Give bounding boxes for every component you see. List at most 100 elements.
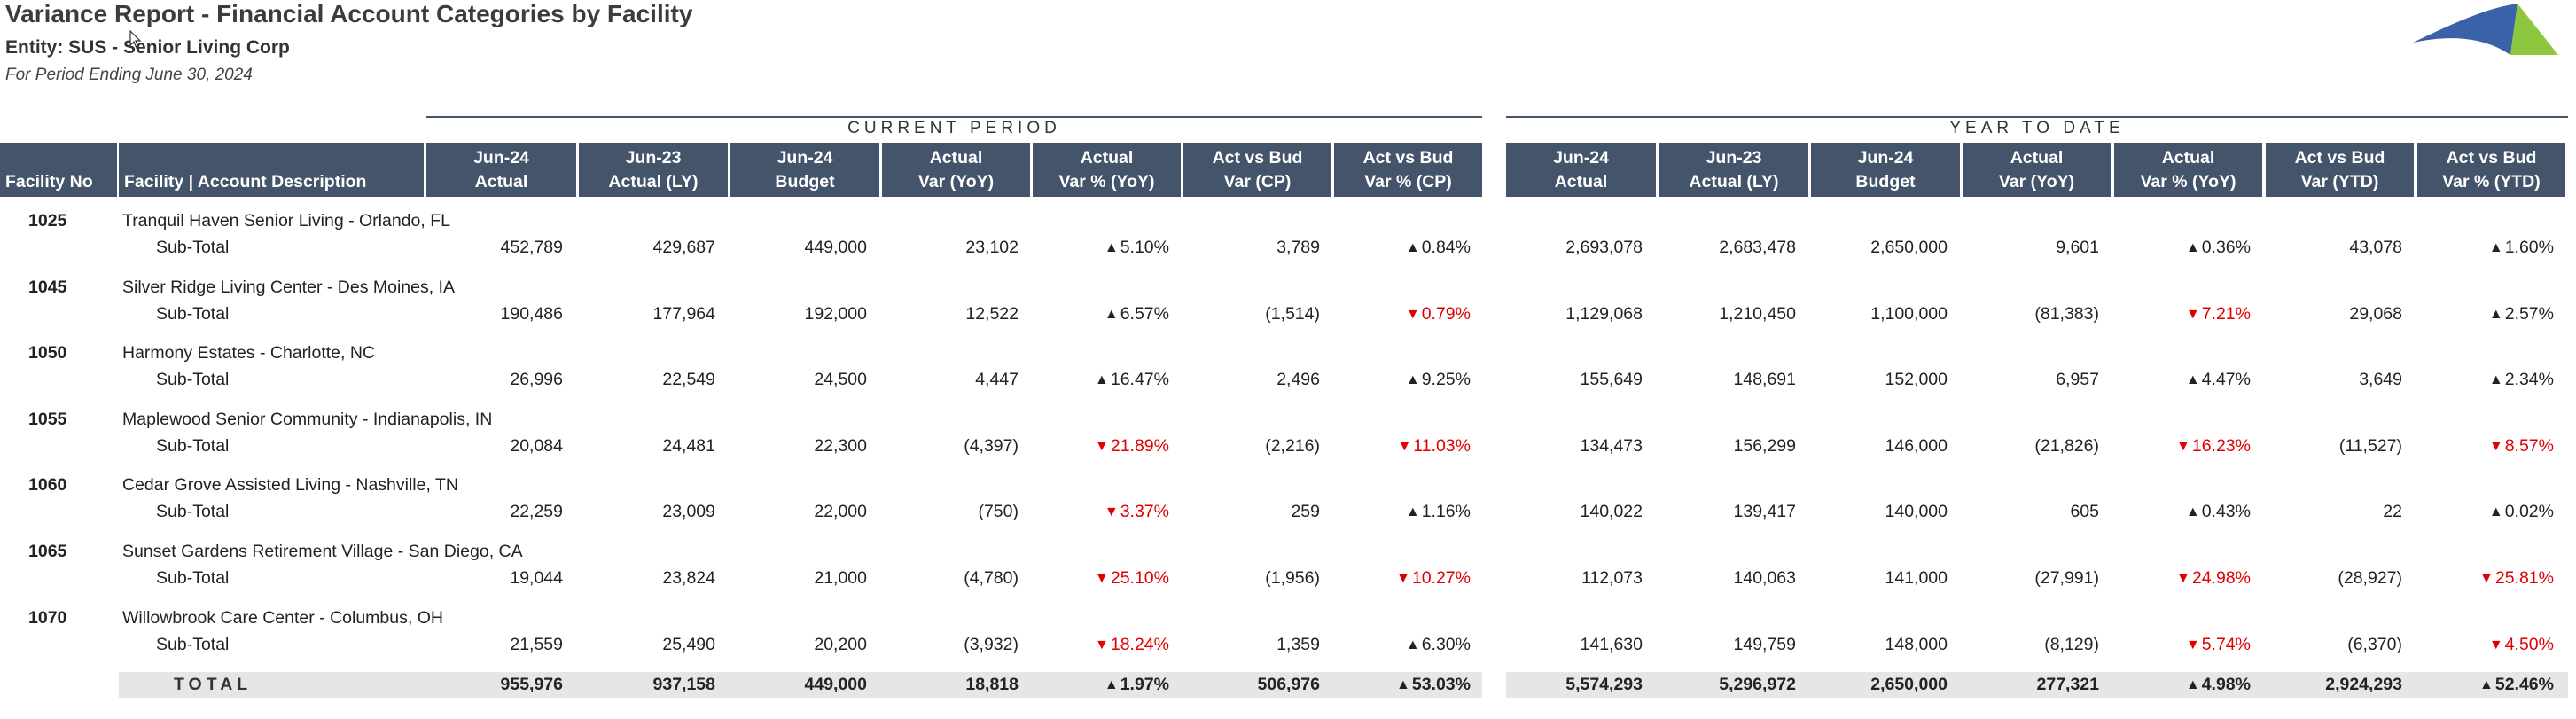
period-label: For Period Ending June 30, 2024 bbox=[5, 66, 253, 84]
up-triangle-icon: ▲ bbox=[2185, 372, 2200, 387]
subtotal-ytd-cell-1: 155,649 bbox=[1580, 370, 1643, 389]
subtotal-current-cell-7: ▲ 9.25% bbox=[1405, 370, 1471, 389]
up-triangle-icon: ▲ bbox=[1104, 240, 1119, 255]
subtotal-ytd-cell-1: 140,022 bbox=[1580, 502, 1643, 521]
subtotal-ytd-cell-7: ▲ 2.34% bbox=[2488, 370, 2554, 389]
subtotal-current-cell-7: ▲ 6.30% bbox=[1405, 635, 1471, 654]
subtotal-current-cell-1: 452,789 bbox=[500, 238, 564, 257]
facility-number: 1055 bbox=[28, 410, 67, 429]
subtotal-ytd-cell-6: (6,370) bbox=[2347, 635, 2402, 654]
subtotal-ytd-cell-6: (28,927) bbox=[2338, 568, 2402, 588]
up-triangle-icon: ▲ bbox=[2488, 504, 2503, 520]
total-ytd-cell-1: 5,574,293 bbox=[1565, 675, 1643, 694]
facility-number: 1060 bbox=[28, 475, 67, 495]
subtotal-current-cell-2: 23,009 bbox=[662, 502, 715, 521]
subtotal-ytd-cell-6: 29,068 bbox=[2349, 304, 2402, 324]
up-triangle-icon: ▲ bbox=[1405, 240, 1420, 255]
subtotal-current-cell-4: 4,447 bbox=[975, 370, 1019, 389]
year-to-date-rule bbox=[1506, 116, 2568, 118]
subtotal-ytd-cell-7: ▼ 25.81% bbox=[2479, 568, 2554, 588]
total-current-cell-1: 955,976 bbox=[500, 675, 564, 694]
subtotal-current-cell-3: 449,000 bbox=[804, 238, 868, 257]
subtotal-ytd-cell-2: 1,210,450 bbox=[1719, 304, 1796, 324]
subtotal-ytd-cell-1: 1,129,068 bbox=[1565, 304, 1643, 324]
subtotal-current-cell-4: (4,397) bbox=[964, 436, 1019, 456]
entity-label: Entity: SUS - Senior Living Corp bbox=[5, 37, 290, 58]
down-triangle-icon: ▼ bbox=[1095, 637, 1109, 653]
subtotal-current-cell-5: ▼ 21.89% bbox=[1095, 436, 1169, 456]
total-ytd-cell-7: ▲ 52.46% bbox=[2479, 675, 2554, 694]
header-ytd-col-4: Actual Var (YoY) bbox=[1963, 143, 2111, 197]
subtotal-current-cell-5: ▼ 3.37% bbox=[1104, 502, 1169, 521]
total-current-cell-2: 937,158 bbox=[652, 675, 716, 694]
subtotal-ytd-cell-4: 9,601 bbox=[2056, 238, 2099, 257]
down-triangle-icon: ▼ bbox=[2185, 637, 2200, 653]
up-triangle-icon: ▲ bbox=[2488, 240, 2503, 255]
subtotal-ytd-cell-1: 112,073 bbox=[1581, 568, 1643, 588]
subtotal-current-cell-1: 190,486 bbox=[500, 304, 564, 324]
subtotal-label: Sub-Total bbox=[156, 238, 230, 257]
facility-number: 1065 bbox=[28, 542, 67, 561]
total-current-cell-3: 449,000 bbox=[804, 675, 868, 694]
facility-number: 1045 bbox=[28, 277, 67, 297]
facility-number: 1050 bbox=[28, 343, 67, 363]
subtotal-current-cell-1: 22,259 bbox=[510, 502, 563, 521]
facility-number: 1025 bbox=[28, 211, 67, 231]
subtotal-current-cell-2: 24,481 bbox=[662, 436, 715, 456]
header-current-col-1: Jun-24 Actual bbox=[426, 143, 576, 197]
subtotal-ytd-cell-7: ▲ 1.60% bbox=[2488, 238, 2554, 257]
up-triangle-icon: ▲ bbox=[1396, 677, 1410, 692]
facility-name: Willowbrook Care Center - Columbus, OH bbox=[122, 608, 443, 628]
subtotal-current-cell-6: 259 bbox=[1291, 502, 1320, 521]
subtotal-current-cell-4: (4,780) bbox=[964, 568, 1019, 588]
subtotal-ytd-cell-5: ▲ 0.43% bbox=[2185, 502, 2251, 521]
subtotal-current-cell-4: (3,932) bbox=[964, 635, 1019, 654]
subtotal-ytd-cell-3: 148,000 bbox=[1885, 635, 1948, 654]
subtotal-ytd-cell-5: ▼ 24.98% bbox=[2176, 568, 2251, 588]
subtotal-ytd-cell-5: ▲ 4.47% bbox=[2185, 370, 2251, 389]
facility-number: 1070 bbox=[28, 608, 67, 628]
subtotal-current-cell-7: ▲ 0.84% bbox=[1405, 238, 1471, 257]
total-row-ytd-bg bbox=[1506, 672, 2568, 698]
subtotal-ytd-cell-7: ▼ 8.57% bbox=[2488, 436, 2554, 456]
subtotal-ytd-cell-2: 139,417 bbox=[1733, 502, 1797, 521]
subtotal-ytd-cell-3: 2,650,000 bbox=[1870, 238, 1948, 257]
total-ytd-cell-4: 277,321 bbox=[2036, 675, 2100, 694]
subtotal-ytd-cell-4: (8,129) bbox=[2044, 635, 2099, 654]
up-triangle-icon: ▲ bbox=[2488, 307, 2503, 322]
down-triangle-icon: ▼ bbox=[2176, 439, 2190, 454]
subtotal-current-cell-6: (1,956) bbox=[1265, 568, 1320, 588]
header-account-description: Facility | Account Description bbox=[119, 143, 424, 197]
subtotal-ytd-cell-3: 1,100,000 bbox=[1870, 304, 1948, 324]
total-current-cell-4: 18,818 bbox=[965, 675, 1019, 694]
down-triangle-icon: ▼ bbox=[1104, 504, 1119, 520]
subtotal-ytd-cell-4: (27,991) bbox=[2034, 568, 2099, 588]
subtotal-current-cell-5: ▼ 18.24% bbox=[1095, 635, 1169, 654]
subtotal-ytd-cell-5: ▼ 7.21% bbox=[2185, 304, 2251, 324]
subtotal-current-cell-1: 20,084 bbox=[510, 436, 563, 456]
subtotal-current-cell-5: ▼ 25.10% bbox=[1095, 568, 1169, 588]
subtotal-current-cell-6: 3,789 bbox=[1276, 238, 1320, 257]
subtotal-current-cell-7: ▼ 10.27% bbox=[1396, 568, 1471, 588]
subtotal-ytd-cell-7: ▲ 0.02% bbox=[2488, 502, 2554, 521]
subtotal-ytd-cell-2: 140,063 bbox=[1733, 568, 1797, 588]
total-ytd-cell-5: ▲ 4.98% bbox=[2185, 675, 2251, 694]
subtotal-current-cell-6: (1,514) bbox=[1265, 304, 1320, 324]
subtotal-ytd-cell-5: ▼ 5.74% bbox=[2185, 635, 2251, 654]
current-period-heading: CURRENT PERIOD bbox=[847, 119, 1061, 137]
subtotal-current-cell-4: 12,522 bbox=[965, 304, 1019, 324]
down-triangle-icon: ▼ bbox=[2488, 637, 2503, 653]
year-to-date-heading: YEAR TO DATE bbox=[1949, 119, 2125, 137]
subtotal-current-cell-1: 19,044 bbox=[510, 568, 563, 588]
subtotal-ytd-cell-7: ▲ 2.57% bbox=[2488, 304, 2554, 324]
subtotal-current-cell-3: 24,500 bbox=[814, 370, 867, 389]
down-triangle-icon: ▼ bbox=[2488, 439, 2503, 454]
down-triangle-icon: ▼ bbox=[1396, 571, 1410, 586]
subtotal-ytd-cell-6: (11,527) bbox=[2338, 436, 2402, 456]
up-triangle-icon: ▲ bbox=[1104, 307, 1119, 322]
subtotal-ytd-cell-4: (21,826) bbox=[2034, 436, 2099, 456]
up-triangle-icon: ▲ bbox=[1095, 372, 1109, 387]
subtotal-ytd-cell-3: 146,000 bbox=[1885, 436, 1948, 456]
subtotal-current-cell-4: (750) bbox=[978, 502, 1019, 521]
subtotal-current-cell-7: ▼ 0.79% bbox=[1405, 304, 1471, 324]
